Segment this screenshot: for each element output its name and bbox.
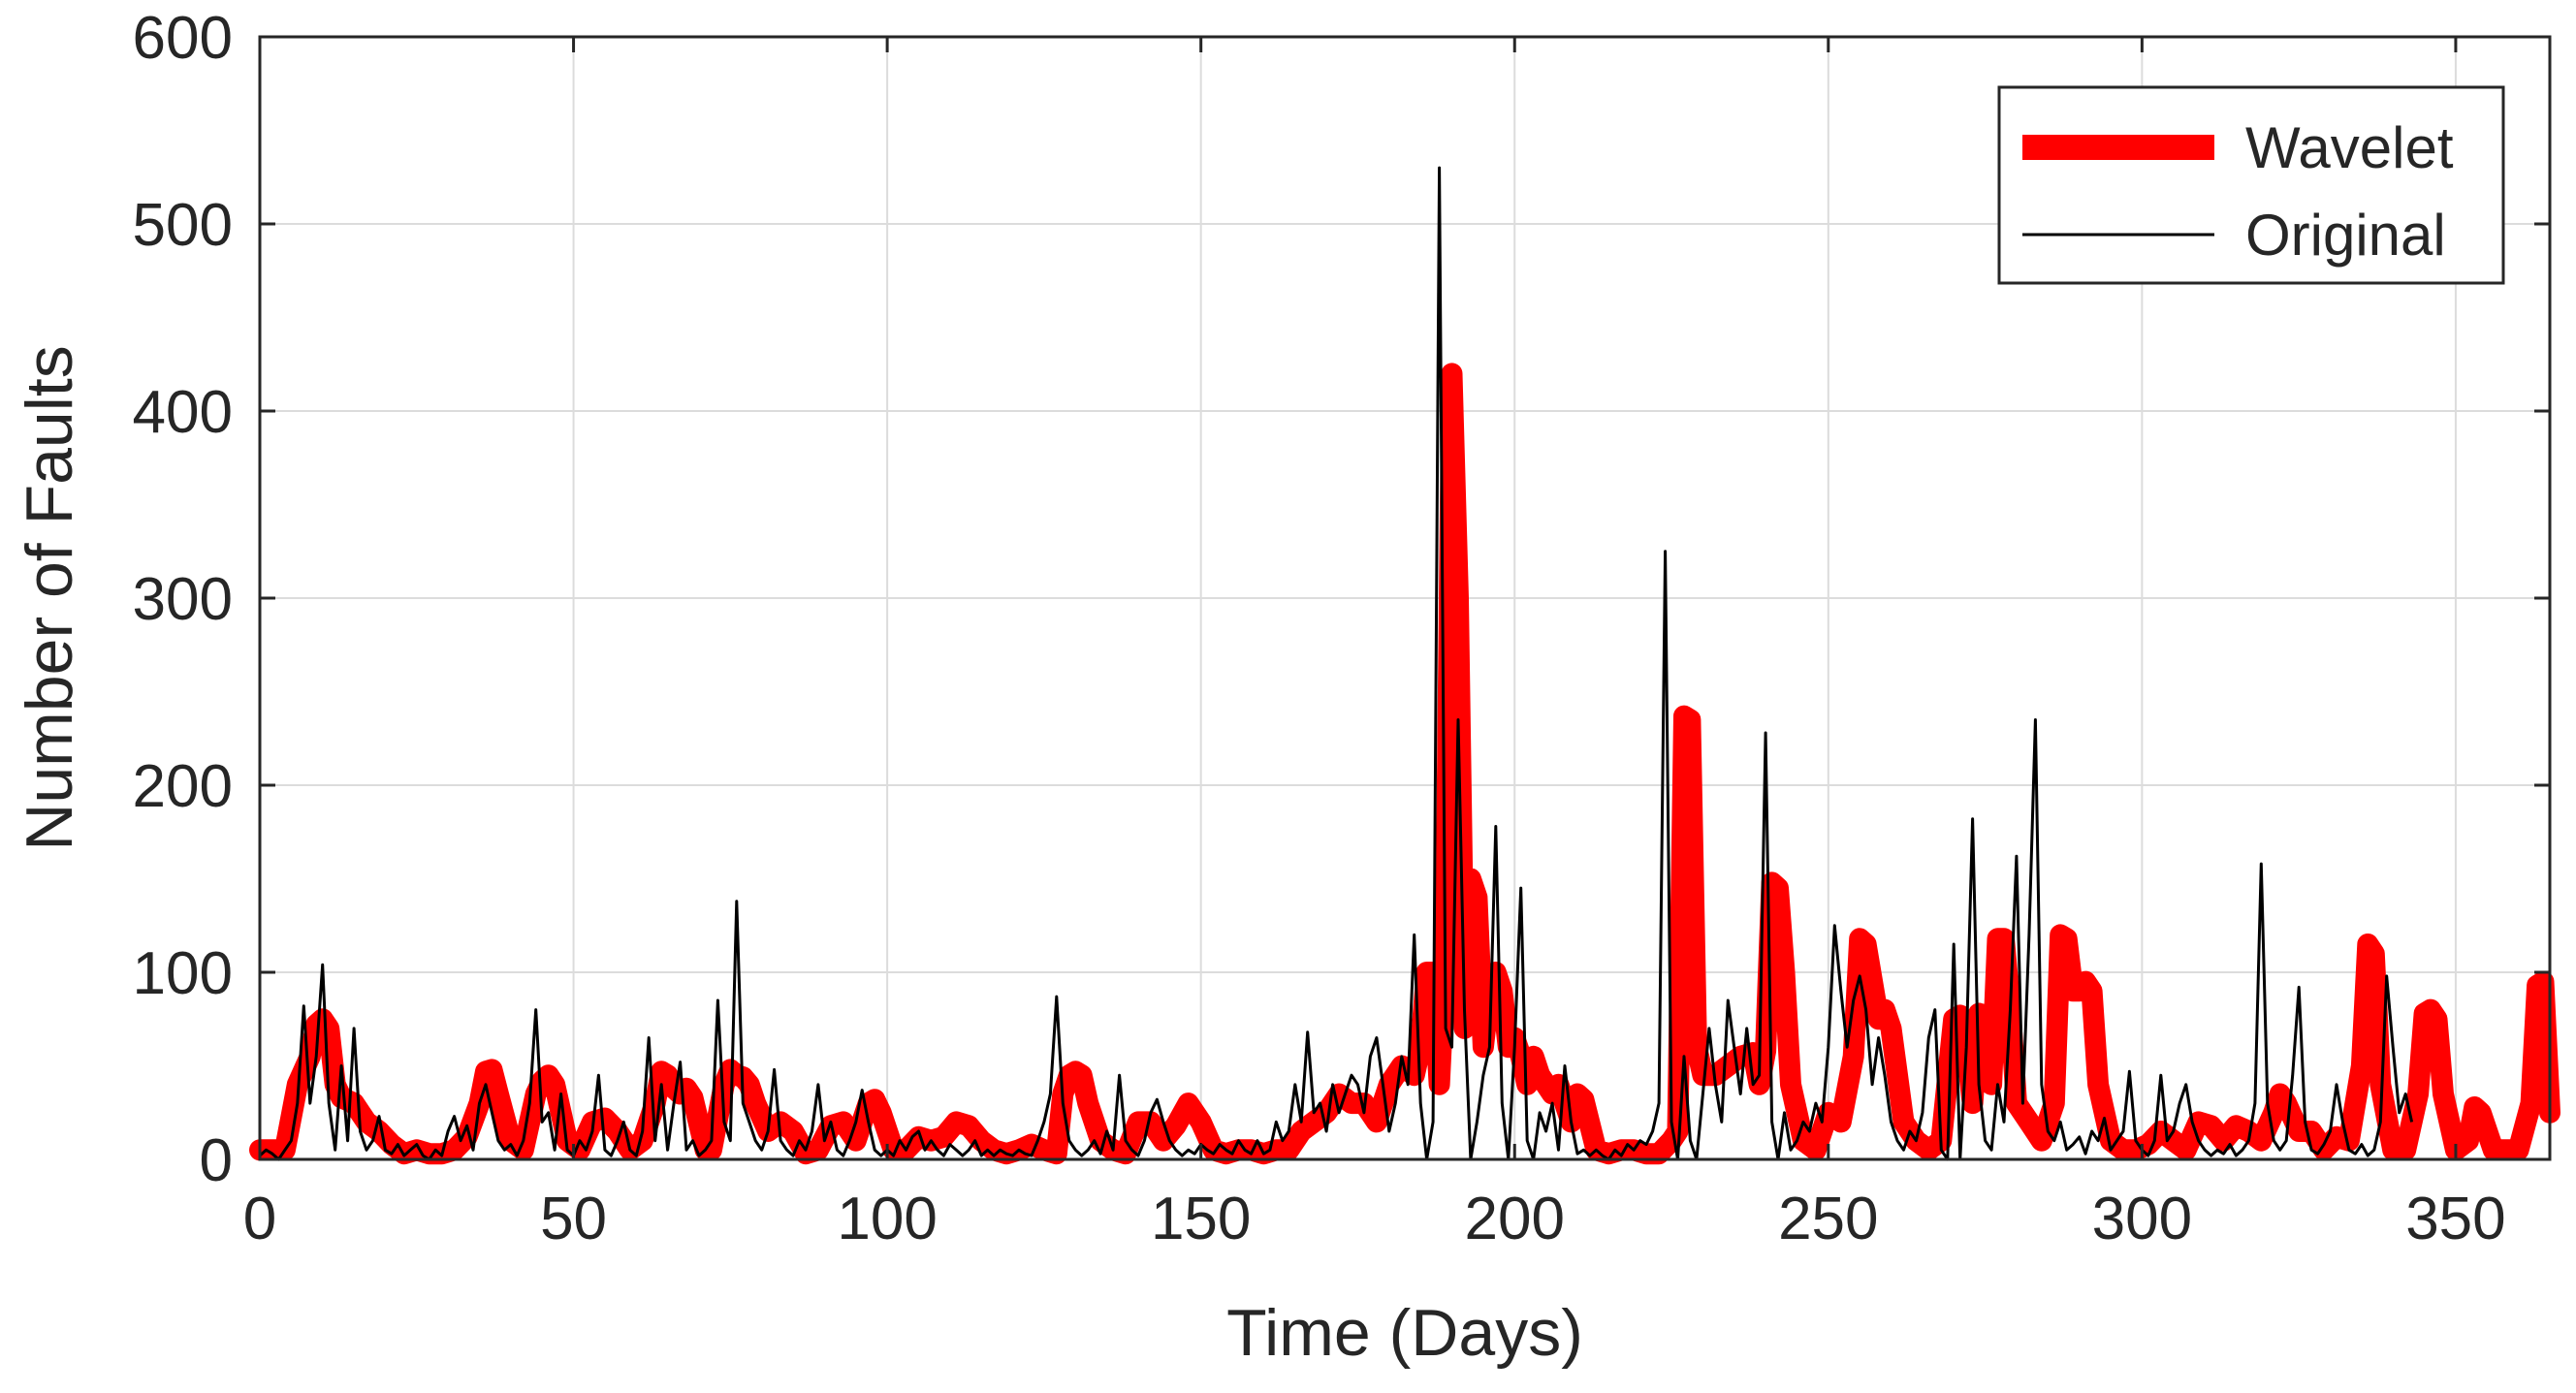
plot-series bbox=[249, 166, 2560, 1165]
y-tick-label: 0 bbox=[200, 1127, 233, 1194]
x-tick-label: 350 bbox=[2405, 1186, 2505, 1252]
y-axis-label: Number of Faults bbox=[13, 345, 86, 851]
x-tick-label: 300 bbox=[2092, 1186, 2192, 1252]
x-tick-label: 50 bbox=[540, 1186, 607, 1252]
y-tick-label: 400 bbox=[133, 379, 233, 446]
legend: Wavelet Original bbox=[1997, 85, 2505, 285]
wavelet-series-line bbox=[249, 363, 2560, 1165]
x-tick-label: 250 bbox=[1778, 1186, 1878, 1252]
y-tick-label: 500 bbox=[133, 192, 233, 259]
y-tick-label: 200 bbox=[133, 753, 233, 820]
y-tick-label: 300 bbox=[133, 566, 233, 633]
legend-box bbox=[1997, 85, 2505, 285]
legend-wavelet-label: Wavelet bbox=[2245, 115, 2454, 180]
axis-ticks: 0 50 100 150 200 250 300 350 0 100 200 300 400 500 600 bbox=[133, 5, 2550, 1252]
x-axis-label: Time (Days) bbox=[1226, 1296, 1583, 1370]
x-tick-label: 0 bbox=[243, 1186, 276, 1252]
x-tick-label: 200 bbox=[1465, 1186, 1565, 1252]
x-tick-label: 150 bbox=[1151, 1186, 1251, 1252]
legend-original-label: Original bbox=[2245, 203, 2446, 268]
original-series-line bbox=[259, 166, 2414, 1161]
x-tick-label: 100 bbox=[837, 1186, 937, 1252]
y-tick-label: 600 bbox=[133, 5, 233, 72]
y-tick-label: 100 bbox=[133, 940, 233, 1007]
